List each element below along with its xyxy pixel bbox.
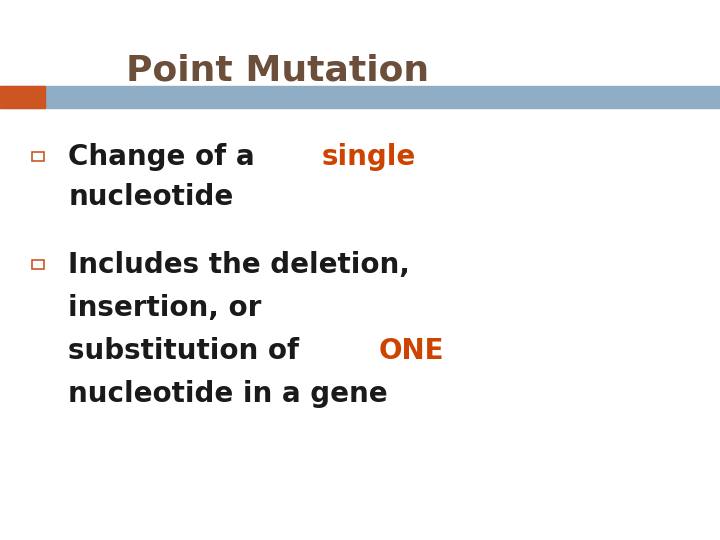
Text: Includes the deletion,: Includes the deletion, bbox=[68, 251, 410, 279]
Text: insertion, or: insertion, or bbox=[68, 294, 262, 322]
Text: Change of a: Change of a bbox=[68, 143, 265, 171]
Text: nucleotide in a gene: nucleotide in a gene bbox=[68, 380, 388, 408]
Bar bbox=[32, 152, 44, 161]
Text: single: single bbox=[322, 143, 416, 171]
Text: Point Mutation: Point Mutation bbox=[126, 53, 429, 87]
Text: nucleotide: nucleotide bbox=[68, 183, 234, 211]
Bar bbox=[0, 86, 45, 108]
Bar bbox=[0, 86, 720, 108]
Text: ONE: ONE bbox=[379, 337, 444, 365]
Text: substitution of: substitution of bbox=[68, 337, 309, 365]
Bar bbox=[32, 260, 44, 269]
